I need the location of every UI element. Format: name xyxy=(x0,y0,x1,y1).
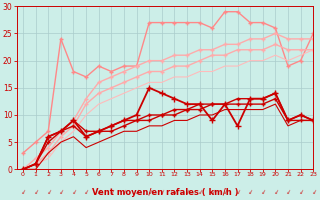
Text: ↓: ↓ xyxy=(234,190,241,197)
Text: ↓: ↓ xyxy=(146,190,152,197)
Text: ↓: ↓ xyxy=(45,190,52,197)
Text: ↓: ↓ xyxy=(108,190,115,197)
Text: ↓: ↓ xyxy=(83,190,89,197)
Text: ↓: ↓ xyxy=(310,190,316,197)
Text: ↓: ↓ xyxy=(158,190,165,197)
Text: ↓: ↓ xyxy=(32,190,39,197)
Text: ↓: ↓ xyxy=(133,190,140,197)
Text: ↓: ↓ xyxy=(20,190,26,197)
Text: ↓: ↓ xyxy=(196,190,203,197)
Text: ↓: ↓ xyxy=(70,190,77,197)
Text: ↓: ↓ xyxy=(272,190,279,197)
Text: ↓: ↓ xyxy=(121,190,127,197)
Text: ↓: ↓ xyxy=(222,190,228,197)
Text: ↓: ↓ xyxy=(209,190,216,197)
X-axis label: Vent moyen/en rafales ( km/h ): Vent moyen/en rafales ( km/h ) xyxy=(92,188,238,197)
Text: ↓: ↓ xyxy=(297,190,304,197)
Text: ↓: ↓ xyxy=(285,190,291,197)
Text: ↓: ↓ xyxy=(247,190,253,197)
Text: ↓: ↓ xyxy=(171,190,178,197)
Text: ↓: ↓ xyxy=(95,190,102,197)
Text: ↓: ↓ xyxy=(58,190,64,197)
Text: ↓: ↓ xyxy=(260,190,266,197)
Text: ↓: ↓ xyxy=(184,190,190,197)
